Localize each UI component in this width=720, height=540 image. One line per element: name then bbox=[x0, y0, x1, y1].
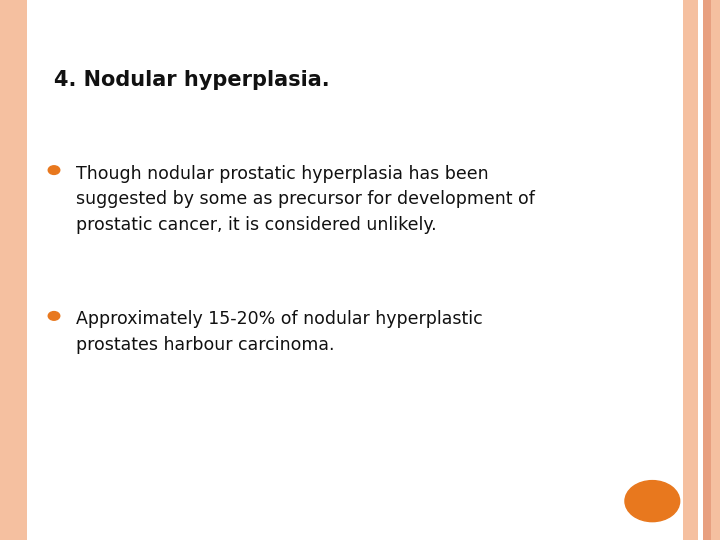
Circle shape bbox=[48, 312, 60, 320]
Text: Though nodular prostatic hyperplasia has been
suggested by some as precursor for: Though nodular prostatic hyperplasia has… bbox=[76, 165, 534, 234]
Text: Approximately 15-20% of nodular hyperplastic
prostates harbour carcinoma.: Approximately 15-20% of nodular hyperpla… bbox=[76, 310, 482, 354]
Text: 4. Nodular hyperplasia.: 4. Nodular hyperplasia. bbox=[54, 70, 330, 90]
Circle shape bbox=[625, 481, 680, 522]
Circle shape bbox=[48, 166, 60, 174]
